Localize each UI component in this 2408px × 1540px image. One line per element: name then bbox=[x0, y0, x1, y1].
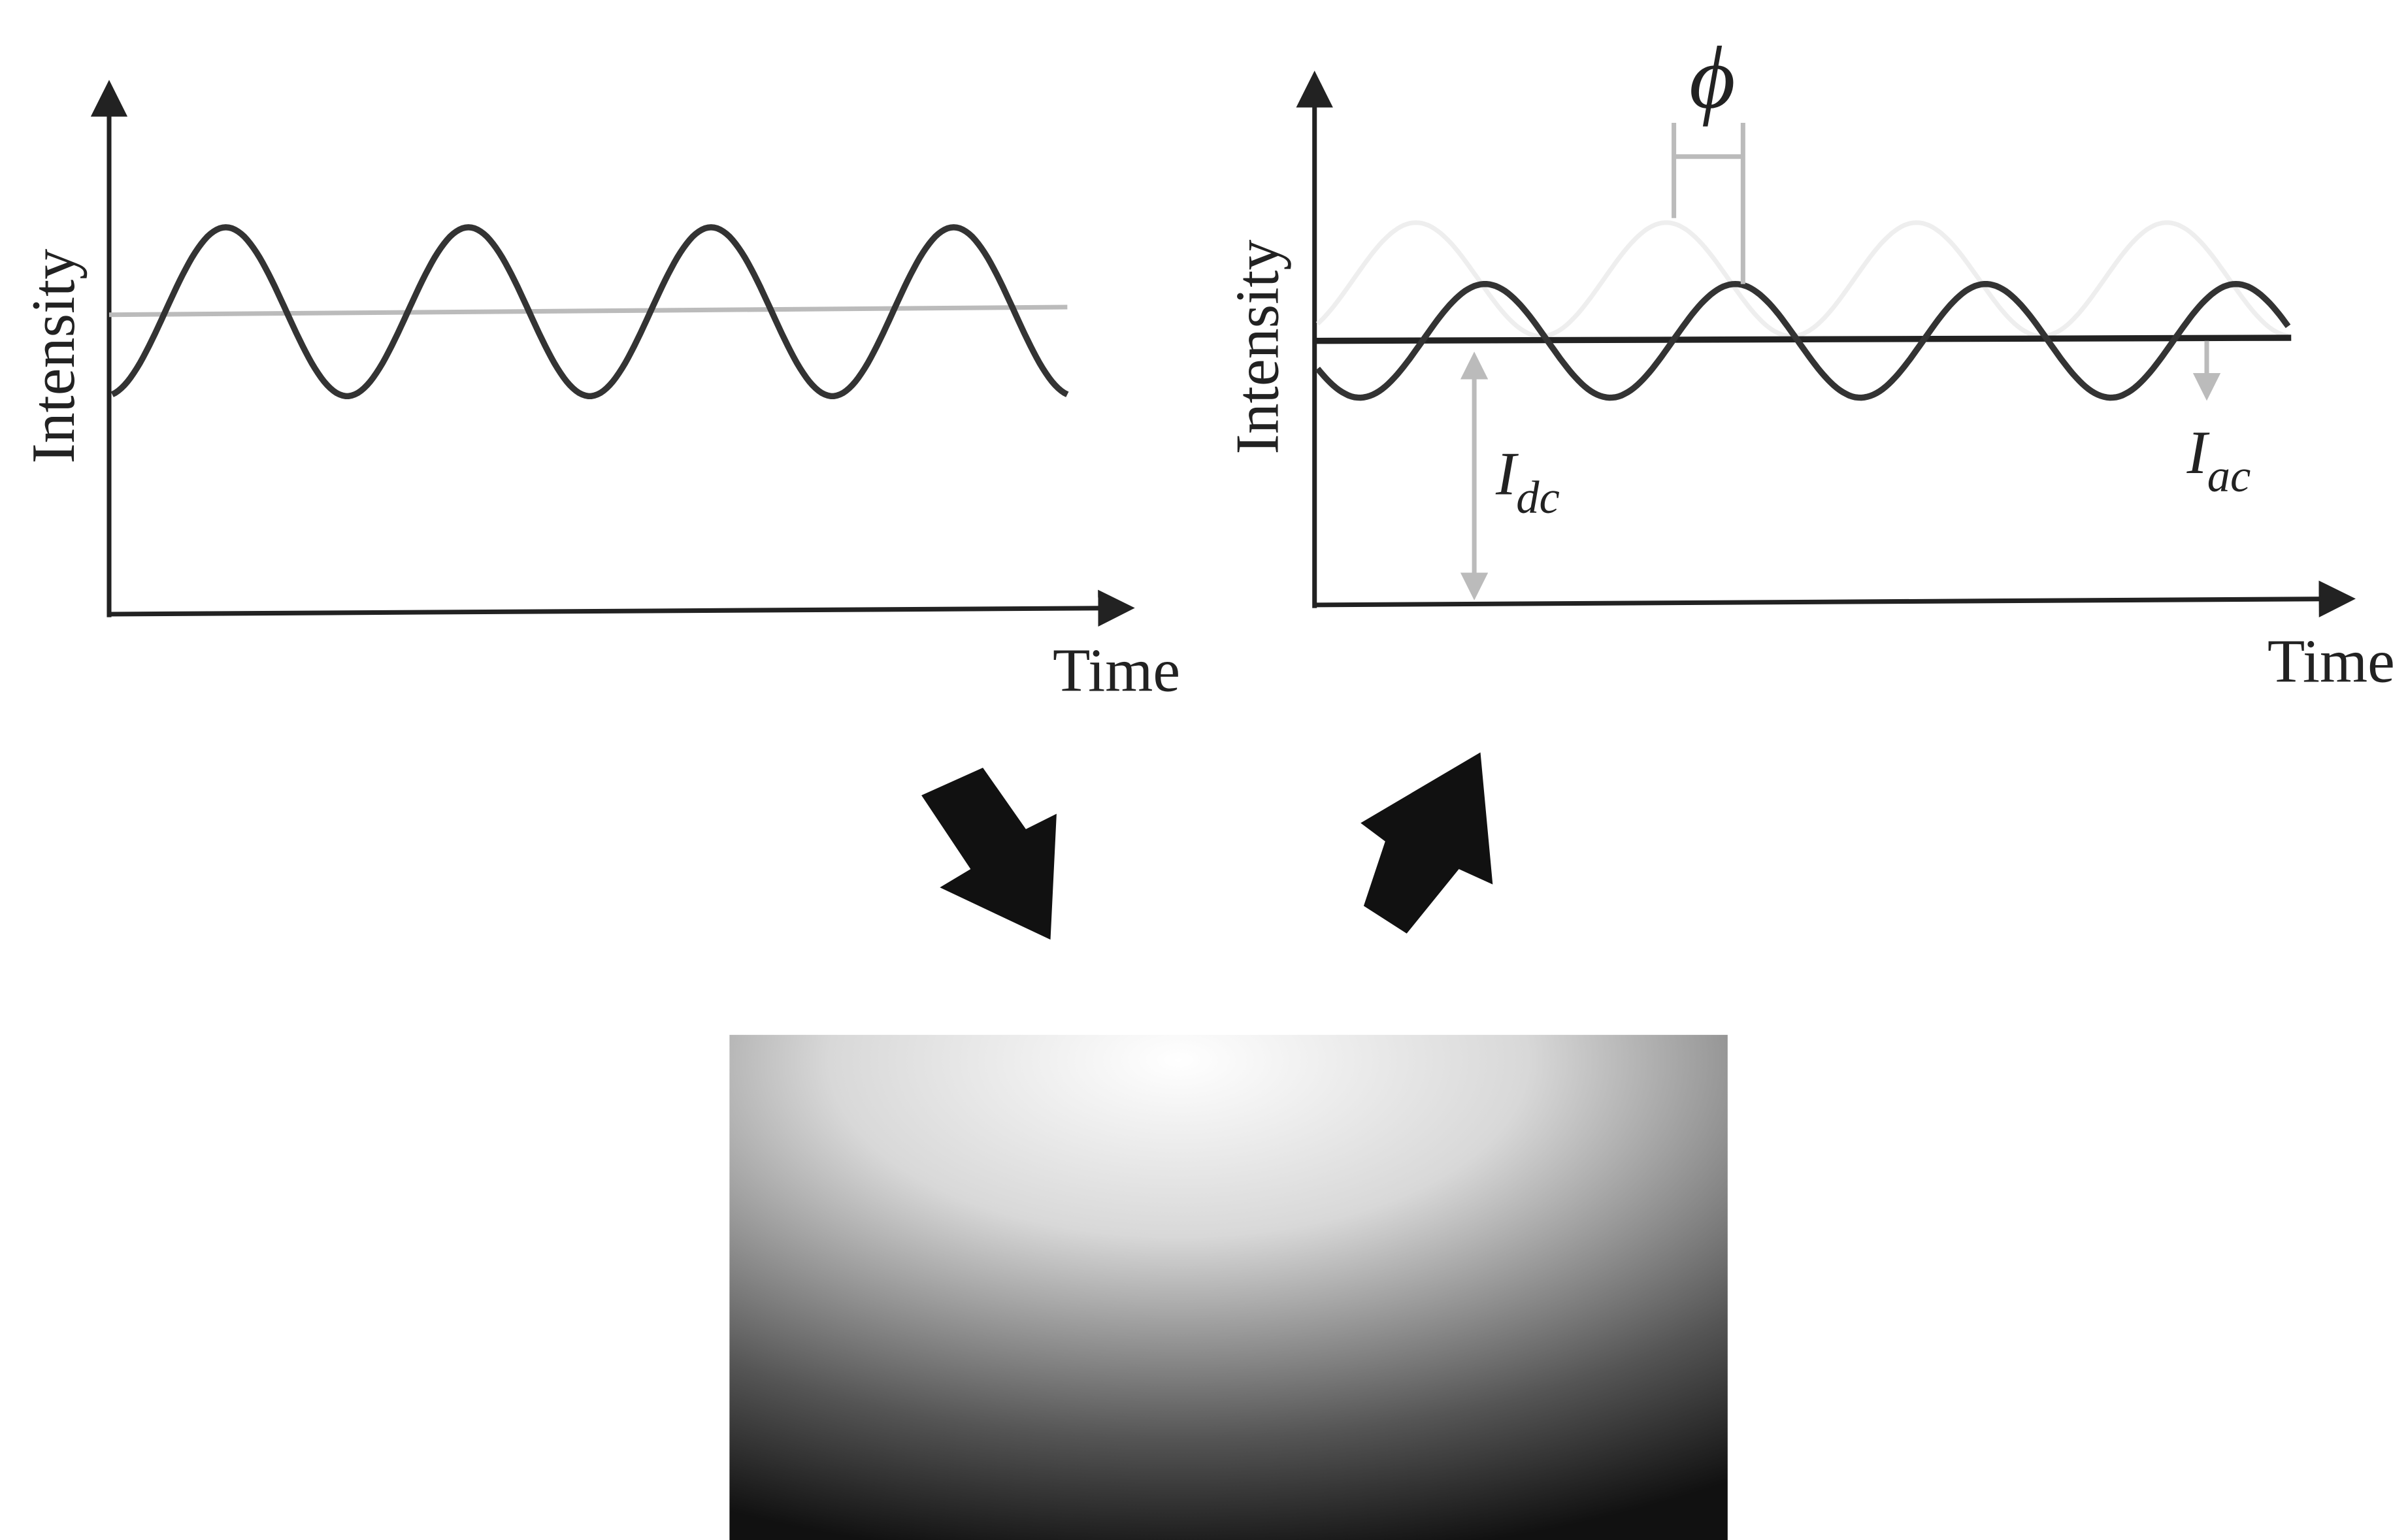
outgoing-arrow bbox=[1361, 752, 1493, 933]
y-axis-label: Intensity bbox=[1223, 240, 1291, 455]
y-axis-label: Intensity bbox=[20, 249, 88, 464]
page: {"left_plot": {"y_label": "Intensity", "… bbox=[0, 0, 2408, 1540]
dc-label: Idc bbox=[1495, 440, 1560, 523]
sample bbox=[729, 1035, 1727, 1540]
reference-wave bbox=[1317, 223, 2288, 336]
right-plot: ϕ Intensity Time Idc Iac bbox=[1223, 29, 2395, 695]
phase-bracket bbox=[1674, 123, 1743, 284]
x-axis bbox=[1315, 598, 2347, 604]
x-axis bbox=[109, 608, 1126, 614]
mean-line bbox=[109, 307, 1067, 315]
incoming-arrow bbox=[921, 768, 1057, 940]
left-plot: Intensity Time bbox=[20, 89, 1180, 704]
mean-line bbox=[1315, 338, 2292, 341]
diagram: Intensity Time ϕ Intensity Time Idc Iac bbox=[0, 0, 2408, 1540]
phase-label: ϕ bbox=[1689, 29, 1736, 127]
x-axis-label: Time bbox=[1053, 636, 1180, 704]
x-axis-label: Time bbox=[2268, 627, 2395, 695]
ac-label: Iac bbox=[2186, 419, 2251, 502]
